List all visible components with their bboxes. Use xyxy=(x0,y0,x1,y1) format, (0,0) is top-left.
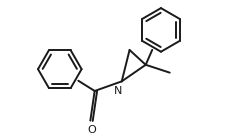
Text: O: O xyxy=(87,125,96,135)
Text: N: N xyxy=(114,86,122,96)
